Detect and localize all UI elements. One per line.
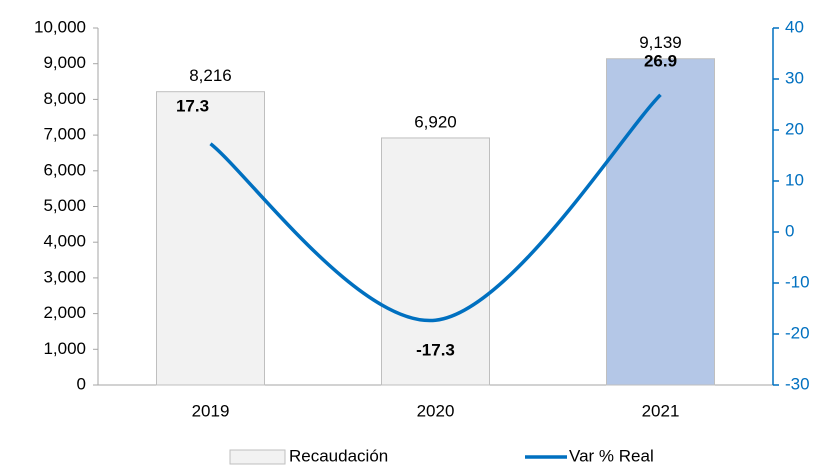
y-tick-label: 7,000: [43, 125, 86, 144]
line-value-label: 17.3: [176, 96, 209, 115]
x-tick-label: 2019: [192, 401, 230, 420]
y2-tick-label: 20: [785, 119, 804, 138]
y-tick-label: 1,000: [43, 339, 86, 358]
y2-tick-label: -20: [785, 323, 810, 342]
bar: [381, 137, 490, 386]
x-tick-label: 2021: [642, 401, 680, 420]
y-tick-label: 2,000: [43, 303, 86, 322]
y2-tick-label: -30: [785, 374, 810, 393]
legend-swatch: [229, 449, 286, 465]
legend-label: Recaudación: [289, 446, 388, 465]
y-tick-label: 4,000: [43, 232, 86, 251]
y-tick-label: 5,000: [43, 196, 86, 215]
y-tick-label: 10,000: [34, 17, 86, 36]
bar: [156, 91, 265, 386]
y-tick-label: 3,000: [43, 267, 86, 286]
bar: [606, 58, 715, 386]
y-tick-label: 9,000: [43, 53, 86, 72]
x-tick-label: 2020: [417, 401, 455, 420]
y2-tick-label: 0: [785, 221, 794, 240]
line: [209, 93, 662, 323]
line-value-label: 26.9: [644, 51, 677, 70]
y-tick-label: 8,000: [43, 89, 86, 108]
y-tick-label: 0: [77, 374, 86, 393]
line-value-label: -17.3: [416, 341, 455, 360]
legend-label: Var % Real: [569, 446, 654, 465]
y2-tick-label: -10: [785, 272, 810, 291]
y-tick-label: 6,000: [43, 160, 86, 179]
bar-value-label: 6,920: [414, 112, 457, 131]
y2-tick-label: 40: [785, 17, 804, 36]
y2-tick-label: 10: [785, 170, 804, 189]
y2-tick-label: 30: [785, 68, 804, 87]
bar-value-label: 8,216: [189, 66, 232, 85]
bar-value-label: 9,139: [639, 33, 682, 52]
